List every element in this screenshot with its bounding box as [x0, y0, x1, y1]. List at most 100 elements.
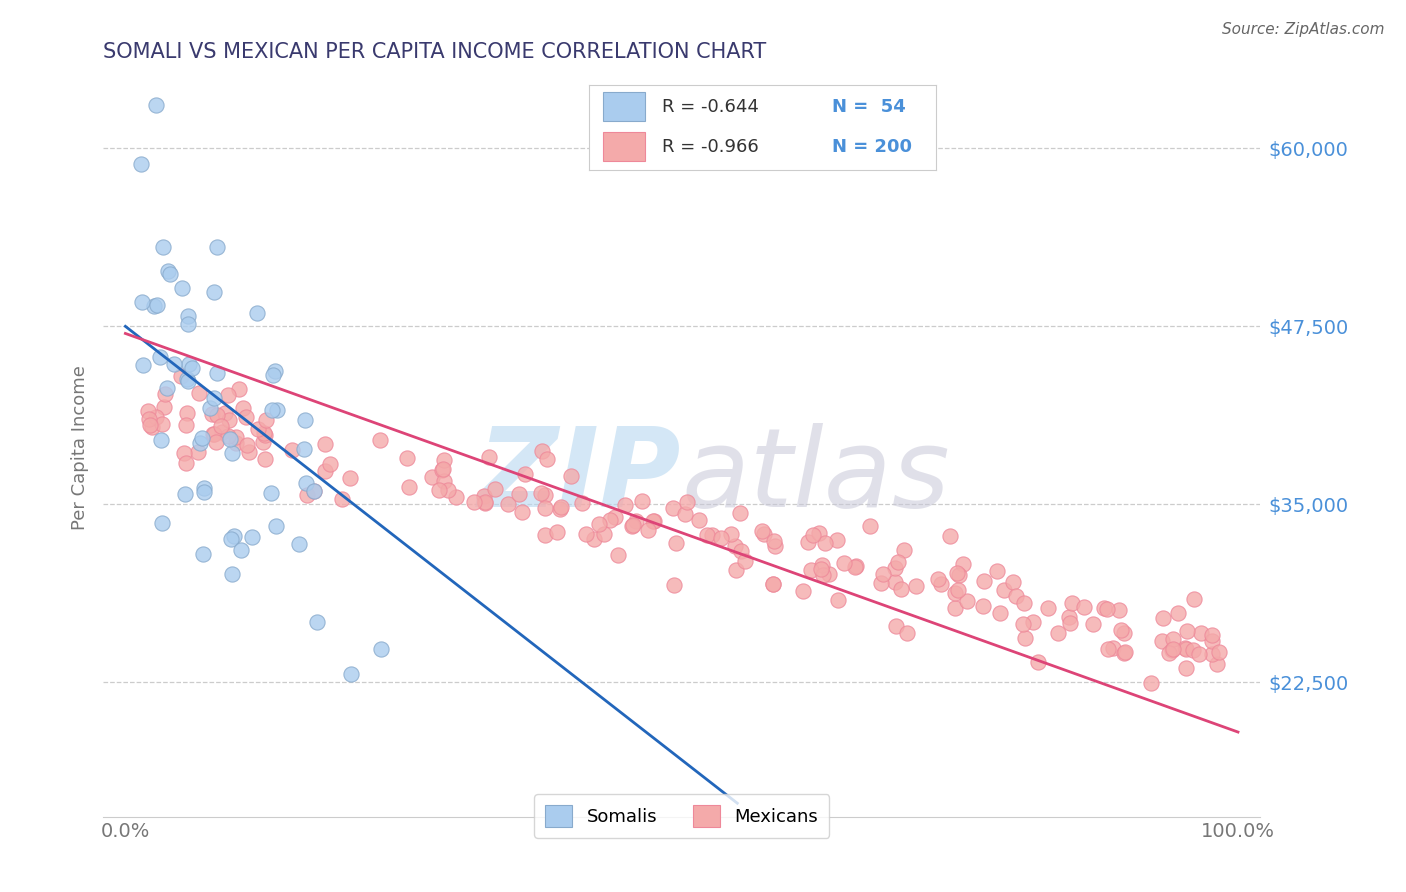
Point [1114, 645, 1136, 659]
Point [1175, 624, 1198, 638]
Point [252, 434, 274, 449]
Point [149, 350, 172, 364]
Point [614, 498, 637, 512]
Point [534, 528, 557, 542]
Point [1182, 591, 1205, 606]
Point [146, 298, 169, 312]
Point [420, 470, 443, 484]
Point [193, 482, 215, 496]
Point [825, 533, 848, 547]
Point [972, 599, 994, 614]
Point [534, 501, 557, 516]
Point [571, 496, 593, 510]
Point [264, 364, 287, 378]
Point [225, 435, 247, 450]
Point [761, 577, 783, 591]
Point [240, 530, 263, 544]
Point [1011, 616, 1033, 631]
Point [752, 526, 775, 541]
Point [896, 626, 918, 640]
Point [588, 516, 610, 531]
Point [232, 401, 254, 415]
Point [177, 357, 200, 371]
Point [560, 468, 582, 483]
Point [177, 310, 200, 324]
Point [221, 446, 243, 460]
Point [510, 505, 533, 519]
Point [946, 582, 969, 597]
Point [136, 403, 159, 417]
Point [174, 418, 197, 433]
Point [621, 518, 644, 533]
Point [800, 563, 823, 577]
Point [217, 428, 239, 442]
Point [395, 450, 418, 465]
Point [221, 566, 243, 581]
Point [398, 480, 420, 494]
Point [730, 506, 752, 520]
Point [302, 484, 325, 499]
Point [172, 281, 194, 295]
Point [201, 407, 224, 421]
Point [221, 532, 243, 546]
Point [463, 495, 485, 509]
Text: atlas: atlas [682, 424, 950, 531]
Point [262, 368, 284, 382]
Point [631, 493, 654, 508]
Point [1102, 640, 1125, 655]
Point [606, 549, 628, 563]
Point [191, 547, 214, 561]
Point [730, 544, 752, 558]
Point [939, 529, 962, 543]
Point [724, 563, 747, 577]
Point [330, 491, 353, 506]
Point [884, 561, 907, 575]
Point [797, 535, 820, 549]
Point [225, 430, 247, 444]
Point [202, 391, 225, 405]
Point [1021, 615, 1043, 629]
Point [1150, 633, 1173, 648]
Point [844, 559, 866, 574]
Point [478, 450, 501, 465]
Point [929, 577, 952, 591]
Point [763, 539, 786, 553]
Point [474, 496, 496, 510]
Point [368, 433, 391, 447]
Point [496, 497, 519, 511]
Point [1161, 641, 1184, 656]
Point [1108, 603, 1130, 617]
Point [884, 619, 907, 633]
Point [872, 566, 894, 581]
Point [946, 566, 969, 581]
Point [188, 435, 211, 450]
Point [845, 558, 868, 573]
Point [1201, 647, 1223, 661]
Point [193, 485, 215, 500]
Point [1059, 615, 1081, 630]
Point [1112, 626, 1135, 640]
Point [236, 438, 259, 452]
Point [433, 474, 456, 488]
Point [637, 523, 659, 537]
Point [228, 382, 250, 396]
Point [1012, 596, 1035, 610]
Point [513, 467, 536, 481]
Point [801, 527, 824, 541]
Point [432, 462, 454, 476]
Point [319, 457, 342, 471]
Point [1189, 625, 1212, 640]
Point [209, 418, 232, 433]
Point [548, 502, 571, 516]
Point [1161, 632, 1184, 646]
Point [811, 558, 834, 573]
Point [1094, 601, 1116, 615]
Point [948, 567, 970, 582]
Point [173, 446, 195, 460]
Point [437, 483, 460, 497]
Point [211, 425, 233, 439]
Point [190, 431, 212, 445]
Point [1005, 589, 1028, 603]
Point [575, 527, 598, 541]
Point [131, 294, 153, 309]
